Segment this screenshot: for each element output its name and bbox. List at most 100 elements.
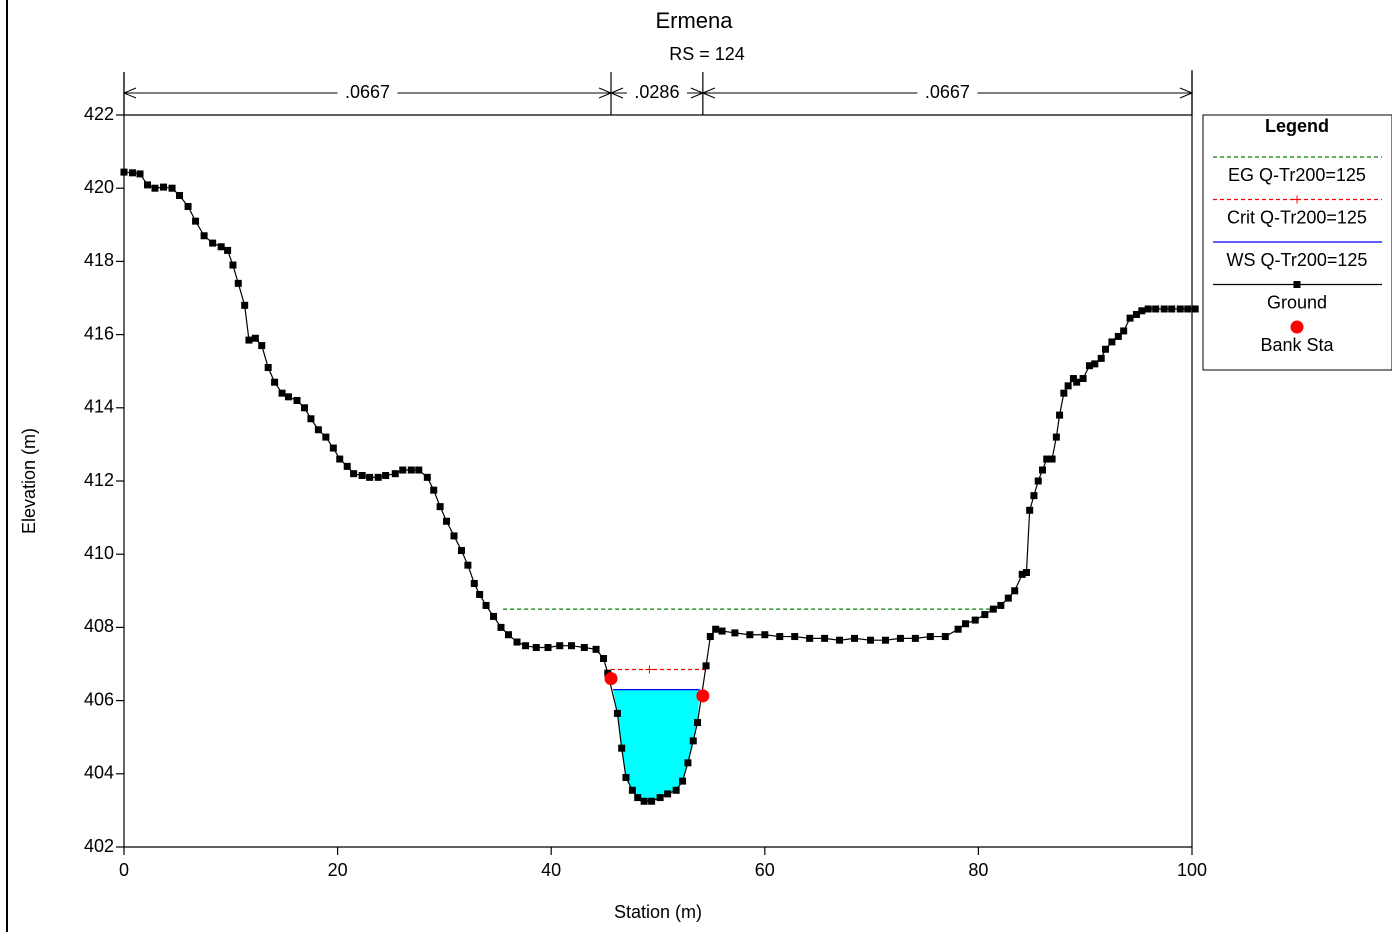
ground-point — [628, 786, 636, 794]
x-tick-label: 20 — [328, 860, 348, 880]
n-label: .0286 — [634, 82, 679, 102]
ground-point — [1120, 327, 1128, 335]
ground-point — [358, 472, 366, 480]
legend-label: WS Q-Tr200=125 — [1227, 250, 1368, 270]
ground-point — [374, 473, 382, 481]
ground-point — [1168, 305, 1176, 313]
ground-point — [954, 625, 962, 633]
ground-point — [343, 462, 351, 470]
ground-point — [307, 415, 315, 423]
ground-point — [391, 470, 399, 478]
ground-point — [264, 364, 272, 372]
ground-point — [997, 601, 1005, 609]
ground-point — [694, 719, 702, 727]
ground-point — [336, 455, 344, 463]
n-label-bg — [337, 82, 398, 104]
ground-point — [293, 396, 301, 404]
ground-point — [580, 644, 588, 652]
legend-label: EG Q-Tr200=125 — [1228, 165, 1366, 185]
ground-point — [407, 466, 415, 474]
ground-point — [184, 203, 192, 210]
y-tick-label: 418 — [84, 250, 114, 270]
ground-point — [1152, 305, 1160, 313]
ground-point — [600, 655, 608, 663]
ground-point — [640, 797, 648, 805]
ground-point — [648, 797, 656, 805]
legend-label: Bank Sta — [1260, 335, 1334, 355]
ground-point — [284, 393, 292, 401]
ground-point — [1056, 411, 1064, 419]
ground-point — [1091, 360, 1099, 368]
ground-point — [464, 561, 472, 569]
y-tick-label: 416 — [84, 323, 114, 343]
ground-point — [382, 472, 390, 480]
ground-point — [1073, 378, 1081, 386]
ground-point — [981, 611, 989, 619]
bank-station — [604, 672, 618, 686]
ground-point — [544, 644, 552, 652]
ground-point — [618, 744, 626, 752]
ground-point — [329, 444, 337, 452]
ground-point — [399, 466, 407, 474]
ground-point — [672, 786, 680, 794]
ground-point — [151, 184, 159, 192]
ground-point — [962, 620, 970, 628]
ground-point — [881, 636, 889, 644]
ground-point — [229, 261, 237, 269]
ground-point — [821, 634, 829, 642]
y-tick-label: 412 — [84, 470, 114, 490]
chart-title: Ermena — [655, 8, 733, 33]
ground-point — [911, 634, 919, 642]
y-tick-label: 422 — [84, 104, 114, 124]
ground-point — [664, 790, 672, 798]
x-tick-label: 0 — [119, 860, 129, 880]
ground-point — [706, 633, 714, 641]
chart-subtitle: RS = 124 — [669, 44, 745, 64]
ground-point — [366, 473, 374, 481]
n-arrow — [609, 87, 624, 99]
ground-point — [1176, 305, 1184, 313]
ground-point — [867, 636, 875, 644]
n-arrow — [701, 87, 716, 99]
ground-point — [176, 192, 184, 200]
x-axis-label: Station (m) — [614, 902, 702, 922]
ground-point — [712, 625, 720, 633]
ground-point — [300, 404, 308, 412]
x-tick-label: 80 — [968, 860, 988, 880]
ground-point — [192, 217, 200, 225]
ground-point — [217, 243, 225, 251]
ground-point — [120, 168, 128, 176]
ground-point — [1064, 382, 1072, 390]
ground-point — [470, 579, 478, 587]
ground-point — [1097, 354, 1105, 362]
ground-point — [1144, 305, 1152, 313]
ground-point — [1160, 305, 1168, 313]
y-tick-label: 410 — [84, 543, 114, 563]
x-tick-label: 100 — [1177, 860, 1207, 880]
ground-point — [160, 183, 168, 191]
ground-point — [989, 605, 997, 613]
x-tick-label: 40 — [541, 860, 561, 880]
ground-point — [278, 389, 286, 397]
ground-point — [482, 601, 490, 609]
ground-point — [314, 426, 322, 434]
y-tick-label: 402 — [84, 836, 114, 856]
ground-point — [1048, 455, 1056, 463]
y-tick-label: 404 — [84, 763, 114, 783]
ground-point — [718, 627, 726, 635]
ground-point — [556, 642, 564, 650]
ground-point — [504, 631, 512, 639]
ground-point — [497, 623, 505, 631]
ground-point — [350, 470, 358, 478]
ground-point — [684, 759, 692, 767]
ground-point — [896, 634, 904, 642]
ground-point — [622, 773, 630, 781]
ground-point — [532, 644, 540, 652]
ground-point — [1079, 375, 1087, 383]
ground-point — [806, 634, 814, 642]
ground-point — [234, 279, 242, 287]
ground-point — [1034, 477, 1042, 485]
ground-point — [1114, 332, 1122, 340]
ground-point — [926, 633, 934, 641]
